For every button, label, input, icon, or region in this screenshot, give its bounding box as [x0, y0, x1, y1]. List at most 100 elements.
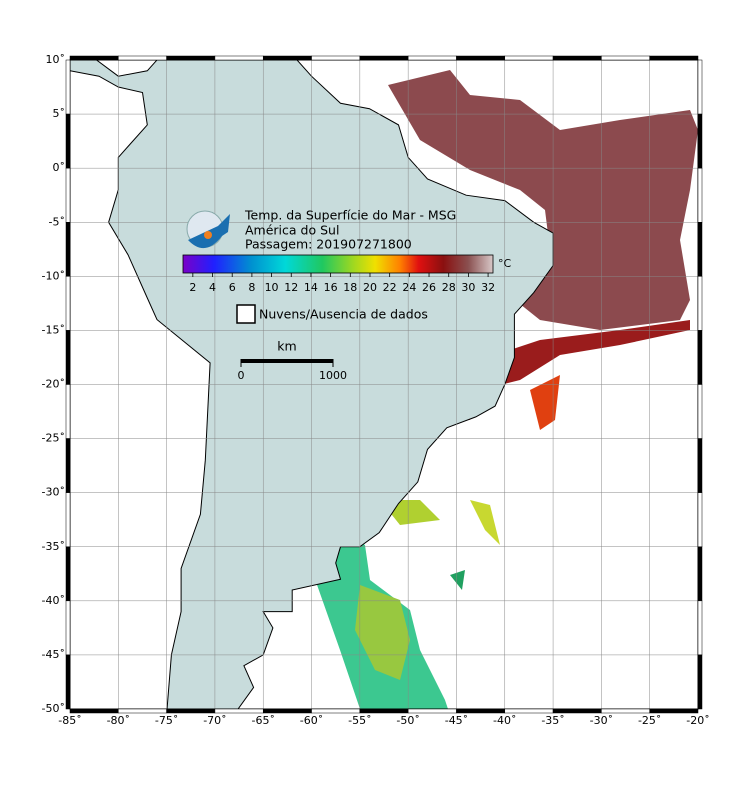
lat-tick-label: -40˚	[42, 594, 65, 607]
frame-segment	[359, 55, 409, 61]
lon-tick-label: -75˚	[155, 714, 178, 727]
frame-segment	[504, 55, 554, 61]
lon-tick-label: -80˚	[107, 714, 130, 727]
lon-tick-label: -85˚	[58, 714, 81, 727]
colorbar-unit: °C	[498, 257, 512, 270]
frame-segment	[697, 276, 703, 331]
colorbar-tick-label: 14	[304, 281, 318, 294]
colorbar-tick-label: 22	[383, 281, 397, 294]
sst-warm	[388, 70, 698, 330]
lat-tick-label: -25˚	[42, 432, 65, 445]
frame-segment	[166, 55, 216, 61]
frame-segment	[69, 708, 119, 714]
frame-segment	[65, 276, 71, 331]
legend-label: Nuvens/Ausencia de dados	[259, 307, 428, 322]
sst-patch	[530, 375, 560, 430]
frame-segment	[118, 708, 167, 714]
lat-tick-label: 5˚	[53, 107, 66, 120]
frame-segment	[697, 167, 703, 223]
lat-tick-label: -50˚	[42, 702, 65, 715]
lon-tick-label: -20˚	[686, 714, 709, 727]
frame-segment	[65, 384, 71, 439]
lat-tick-label: -35˚	[42, 540, 65, 553]
frame-segment	[697, 330, 703, 385]
sst-patch	[470, 500, 500, 545]
frame-segment	[601, 55, 650, 61]
frame-segment	[214, 708, 264, 714]
scale-unit: km	[277, 339, 296, 354]
colorbar	[182, 254, 494, 274]
frame-segment	[65, 330, 71, 385]
frame-segment	[69, 55, 119, 61]
colorbar-tick-label: 32	[481, 281, 495, 294]
colorbar-tick-label: 16	[324, 281, 338, 294]
frame-segment	[65, 113, 71, 169]
frame-segment	[65, 222, 71, 277]
sst-patch	[450, 570, 465, 590]
lat-tick-label: 10˚	[46, 53, 66, 66]
scale-tick-label: 1000	[319, 369, 347, 382]
frame-segment	[65, 546, 71, 602]
sst-patch	[450, 320, 690, 400]
frame-segment	[65, 438, 71, 493]
frame-segment	[166, 708, 216, 714]
frame-segment	[407, 55, 457, 61]
frame-segment	[697, 654, 703, 710]
lat-tick-label: 0˚	[53, 161, 66, 174]
region: América do Sul	[245, 223, 339, 238]
colorbar-tick-label: 2	[189, 281, 196, 294]
frame-segment	[697, 113, 703, 169]
lon-tick-label: -35˚	[541, 714, 564, 727]
frame-segment	[65, 59, 71, 115]
frame-segment	[311, 708, 361, 714]
frame-segment	[456, 55, 506, 61]
lat-tick-label: -30˚	[42, 486, 65, 499]
scale-bar	[241, 359, 333, 363]
frame-segment	[697, 492, 703, 547]
colorbar-tick-label: 8	[248, 281, 255, 294]
lon-tick-label: -70˚	[203, 714, 226, 727]
colorbar-tick-label: 30	[461, 281, 475, 294]
frame-segment	[697, 600, 703, 656]
frame-segment	[65, 492, 71, 547]
colorbar-tick-label: 12	[284, 281, 298, 294]
frame-segment	[359, 708, 409, 714]
frame-segment	[65, 654, 71, 710]
frame-segment	[262, 55, 312, 61]
frame-segment	[552, 55, 602, 61]
sst-patch	[355, 585, 410, 680]
frame-segment	[456, 708, 506, 714]
logo	[186, 210, 230, 249]
frame-segment	[697, 384, 703, 439]
frame-segment	[649, 708, 699, 714]
colorbar-tick-label: 18	[343, 281, 357, 294]
frame-segment	[407, 708, 457, 714]
frame-segment	[697, 222, 703, 277]
frame-segment	[601, 708, 650, 714]
lon-tick-label: -40˚	[493, 714, 516, 727]
frame-segment	[697, 59, 703, 115]
frame-segment	[118, 55, 167, 61]
lon-tick-label: -50˚	[396, 714, 419, 727]
lat-tick-label: -5˚	[49, 215, 65, 228]
frame-segment	[504, 708, 554, 714]
scale-tick-label: 0	[238, 369, 245, 382]
frame-segment	[65, 600, 71, 656]
lon-tick-label: -30˚	[590, 714, 613, 727]
lat-tick-label: -15˚	[42, 323, 65, 336]
colorbar-tick-label: 4	[209, 281, 216, 294]
lon-tick-label: -65˚	[251, 714, 274, 727]
lon-tick-label: -55˚	[348, 714, 371, 727]
title: Temp. da Superfície do Mar - MSG	[244, 208, 456, 223]
lat-tick-label: -10˚	[42, 269, 65, 282]
lat-tick-label: -45˚	[42, 648, 65, 661]
lon-tick-label: -60˚	[300, 714, 323, 727]
frame-segment	[214, 55, 264, 61]
frame-segment	[65, 167, 71, 223]
lon-tick-label: -25˚	[638, 714, 661, 727]
colorbar-tick-label: 26	[422, 281, 436, 294]
lat-tick-label: -20˚	[42, 378, 65, 391]
frame-segment	[649, 55, 699, 61]
colorbar-tick-label: 20	[363, 281, 377, 294]
